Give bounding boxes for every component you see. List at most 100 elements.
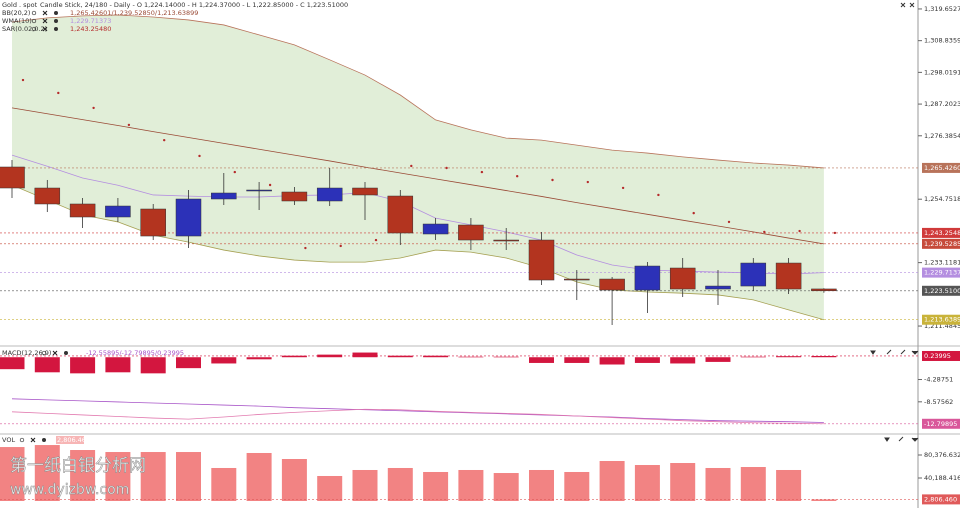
histogram-bar <box>34 357 60 373</box>
histogram-bar <box>705 357 731 362</box>
volume-bar <box>670 463 696 501</box>
candle-body <box>352 187 378 196</box>
candle-body <box>669 267 696 290</box>
window-button[interactable] <box>870 349 919 355</box>
volume-bar <box>776 469 802 501</box>
histogram-bar <box>317 354 343 358</box>
price-tag <box>922 267 960 278</box>
settings-icon <box>54 11 58 15</box>
window-button[interactable] <box>900 2 915 8</box>
candle-body <box>316 187 343 202</box>
histogram-bar <box>176 357 201 369</box>
pane-value: -12.55895/-12.79895/0.23995 <box>86 349 184 357</box>
histogram-bar <box>0 357 25 370</box>
volume-bar <box>458 469 484 501</box>
volume-bar <box>387 467 413 501</box>
y-tick-label: 1,276.38548 <box>924 132 960 140</box>
price-tag <box>922 350 960 361</box>
histogram-bar <box>493 356 519 358</box>
histogram-bar <box>599 357 625 365</box>
settings-icon <box>64 351 68 355</box>
histogram-bar <box>811 355 837 358</box>
candle-body <box>175 198 202 237</box>
y-tick-label: 1,287.20230 <box>924 100 960 108</box>
volume-bar <box>281 459 307 501</box>
pane-buttons[interactable] <box>870 2 919 442</box>
sar-dot <box>586 180 589 184</box>
sar-dot <box>833 231 837 235</box>
volume-bar <box>529 469 554 501</box>
sar-dot <box>92 106 95 110</box>
histogram-bar <box>776 356 802 358</box>
y-tick-label: -4.28751 <box>924 376 953 384</box>
price-tag <box>922 494 960 505</box>
sar-dot <box>268 183 272 187</box>
sar-dot <box>233 170 236 174</box>
volume-bar <box>493 473 519 501</box>
candle-body <box>705 285 731 290</box>
y-tick-label: 40,188.416 <box>924 474 960 482</box>
sar-dot <box>198 154 201 158</box>
volume-bar <box>352 469 378 501</box>
candle-body <box>493 239 519 242</box>
y-tick-label: 1,308.83595 <box>924 37 960 45</box>
legend-value: 1,265.42601/1,239.52850/1,213.63899 <box>70 9 198 17</box>
sar-dot <box>339 244 342 248</box>
chart-title: Gold . spot <box>2 1 38 9</box>
volume-bar <box>423 471 449 501</box>
histogram-bar <box>564 357 590 363</box>
price-tag <box>922 314 960 325</box>
histogram-bar <box>740 356 766 358</box>
price-tag-label: 1,265.42601 <box>924 164 960 172</box>
sar-dot <box>374 238 378 242</box>
legend-value: 1,243.25480 <box>70 25 111 33</box>
price-tag-label: 1,239.52850 <box>924 240 960 248</box>
candle-body <box>69 203 96 218</box>
y-tick-label: 1,298.01913 <box>924 68 960 76</box>
price-tag-label: 1,213.63899 <box>924 316 960 324</box>
sar-dot <box>692 211 695 215</box>
legend-name: SAR(0.02,0.2) <box>2 25 47 33</box>
candle-body <box>105 205 131 218</box>
volume-bar <box>317 475 343 501</box>
volume-bar <box>634 465 660 501</box>
sar-dot <box>21 78 25 82</box>
histogram-bar <box>105 357 131 373</box>
histogram-bar <box>352 352 378 358</box>
candle-body <box>0 166 25 189</box>
close-icon <box>30 437 36 443</box>
volume-bar <box>211 467 237 501</box>
histogram-bar <box>246 357 272 360</box>
sar-dot <box>763 230 766 234</box>
watermark: www.dyizbw.com <box>10 482 129 498</box>
sar-dot <box>727 220 731 224</box>
macd-line <box>11 398 824 423</box>
sar-dot <box>551 178 554 182</box>
chart-subtitle: Candle Stick, 24/180 - Daily - O 1,224.1… <box>40 1 348 9</box>
price-tag-label: 1,243.25480 <box>924 229 960 237</box>
pane-title: MACD(12,26,9) <box>2 349 51 357</box>
candle-body <box>528 239 555 281</box>
price-tag <box>922 285 960 296</box>
signal-line <box>11 408 824 425</box>
y-tick-label: -8.57562 <box>924 398 953 406</box>
window-button[interactable] <box>884 436 919 442</box>
volume-bar <box>176 452 201 501</box>
histogram-bar <box>458 356 484 358</box>
eye-icon <box>31 10 37 16</box>
sar-dot <box>621 186 625 190</box>
price-tag-label: 2,806.460 <box>924 495 957 503</box>
volume-bar <box>599 461 625 501</box>
sar-dot <box>445 166 448 170</box>
settings-icon <box>54 27 58 31</box>
volume-bar <box>705 467 731 501</box>
close-icon <box>42 10 48 16</box>
price-tag-label: 1,223.51000 <box>924 287 960 295</box>
eye-icon <box>41 350 47 356</box>
eye-icon <box>19 437 25 443</box>
price-tag <box>922 162 960 173</box>
price-tag-label: -12.79895 <box>924 420 957 428</box>
close-icon <box>42 18 48 24</box>
